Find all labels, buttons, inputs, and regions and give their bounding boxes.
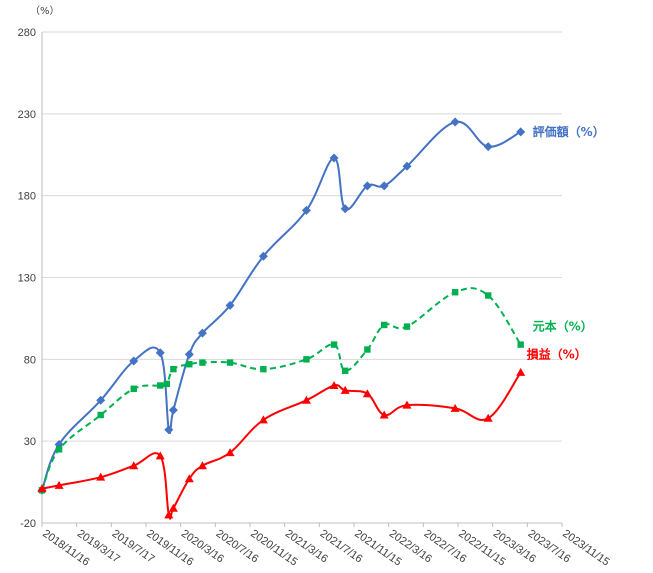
series-1 bbox=[38, 287, 524, 494]
data-point bbox=[258, 251, 268, 261]
data-point bbox=[402, 161, 412, 171]
data-point bbox=[516, 367, 526, 376]
data-point bbox=[155, 451, 165, 460]
data-point bbox=[483, 413, 493, 422]
data-point bbox=[129, 356, 139, 366]
label-layer: -2030801301802302802018/11/162019/3/1720… bbox=[18, 27, 612, 569]
y-tick-label: 80 bbox=[24, 354, 36, 366]
y-tick-label: 230 bbox=[18, 109, 36, 121]
series-0 bbox=[37, 117, 526, 495]
data-point bbox=[168, 503, 178, 512]
data-point bbox=[379, 410, 389, 419]
data-point bbox=[303, 356, 310, 363]
data-point bbox=[450, 403, 460, 412]
data-point bbox=[301, 395, 311, 404]
y-tick-label: -20 bbox=[20, 518, 36, 530]
data-point bbox=[226, 359, 234, 366]
data-point bbox=[340, 385, 350, 394]
series-line bbox=[41, 287, 522, 491]
data-point bbox=[517, 341, 524, 348]
data-point bbox=[402, 400, 412, 409]
series-line bbox=[41, 371, 522, 520]
data-point bbox=[184, 474, 194, 483]
data-point bbox=[97, 411, 104, 419]
y-axis-unit: （%） bbox=[30, 5, 60, 17]
data-point bbox=[329, 153, 339, 163]
data-point bbox=[55, 446, 63, 453]
data-point bbox=[485, 292, 492, 299]
data-point bbox=[199, 359, 206, 366]
data-point bbox=[129, 461, 139, 470]
data-point bbox=[483, 142, 493, 152]
data-point bbox=[170, 365, 177, 373]
data-point bbox=[362, 389, 372, 398]
data-point bbox=[225, 448, 235, 457]
data-point bbox=[54, 480, 64, 489]
data-point bbox=[341, 367, 349, 374]
data-point bbox=[362, 181, 372, 191]
data-point bbox=[301, 205, 311, 215]
data-point bbox=[96, 472, 106, 481]
data-point bbox=[330, 341, 338, 348]
y-tick-label: 180 bbox=[18, 191, 36, 203]
data-point bbox=[451, 289, 459, 296]
series-label: 損益（%） bbox=[527, 346, 587, 361]
data-point bbox=[186, 361, 193, 368]
series-layer bbox=[37, 117, 526, 520]
y-tick-label: 280 bbox=[18, 27, 36, 39]
data-point bbox=[197, 461, 207, 470]
y-tick-label: 130 bbox=[18, 273, 36, 285]
series-label: 評価額（%） bbox=[533, 124, 605, 139]
series-line bbox=[41, 120, 522, 491]
data-point bbox=[258, 415, 268, 424]
data-point bbox=[157, 382, 164, 389]
data-point bbox=[197, 328, 207, 338]
data-point bbox=[130, 385, 137, 392]
data-point bbox=[184, 349, 194, 359]
data-point bbox=[164, 510, 174, 519]
data-point bbox=[260, 365, 267, 373]
data-point bbox=[381, 321, 388, 329]
data-point bbox=[329, 381, 339, 390]
series-label: 元本（%） bbox=[533, 319, 593, 334]
data-point bbox=[37, 484, 47, 493]
x-tick-label: 2023/11/15 bbox=[560, 528, 611, 569]
series-2 bbox=[37, 367, 526, 520]
data-point bbox=[155, 348, 165, 358]
data-point bbox=[516, 127, 526, 137]
data-point bbox=[340, 204, 350, 214]
data-point bbox=[364, 346, 371, 353]
data-point bbox=[403, 323, 411, 330]
data-point bbox=[450, 117, 460, 127]
data-point bbox=[225, 300, 235, 310]
data-point bbox=[379, 181, 389, 191]
grid-layer bbox=[41, 31, 563, 527]
y-tick-label: 30 bbox=[24, 436, 36, 448]
data-point bbox=[164, 425, 174, 435]
data-point bbox=[168, 405, 178, 415]
data-point bbox=[96, 395, 106, 405]
data-point bbox=[163, 380, 170, 388]
